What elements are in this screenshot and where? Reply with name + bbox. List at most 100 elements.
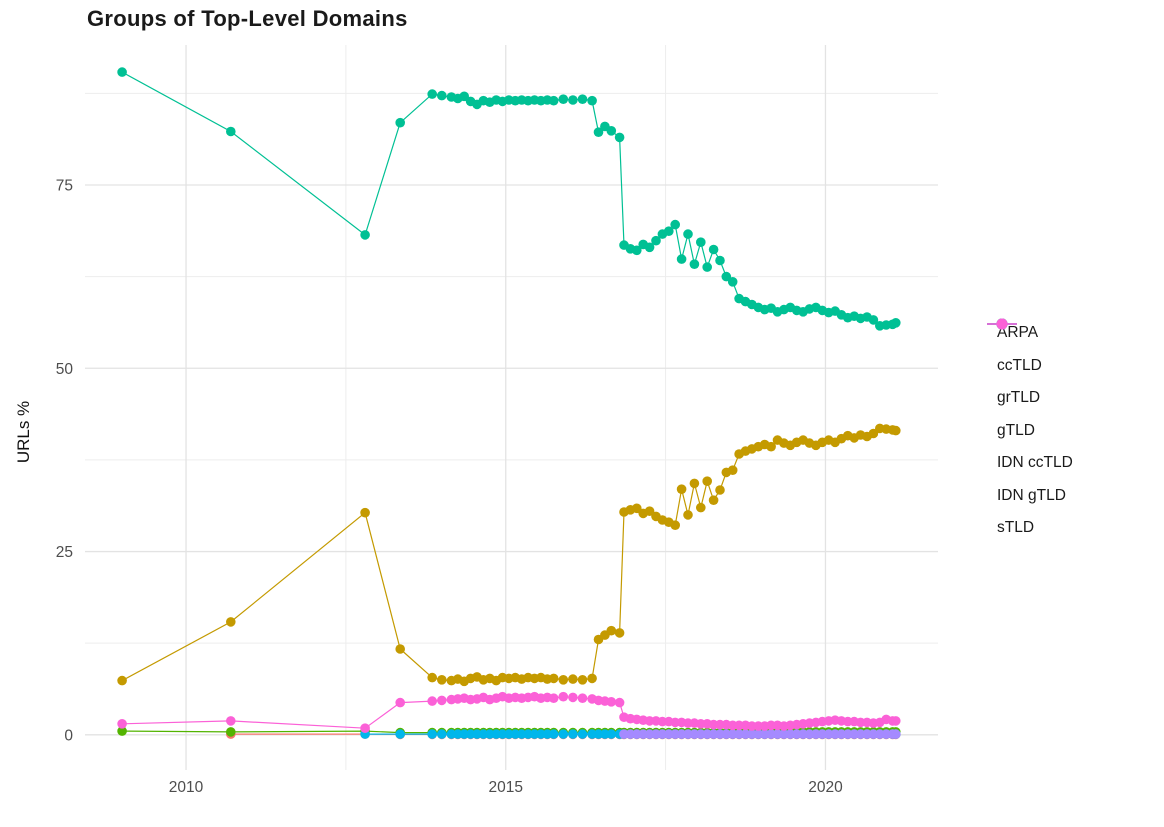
point-IDN-ccTLD: [606, 729, 617, 739]
point-gTLD: [721, 271, 732, 282]
legend-item-ccTLD: ccTLD: [986, 318, 1073, 383]
series-line-gTLD: [121, 71, 897, 327]
point-ccTLD: [568, 674, 578, 684]
point-gTLD: [683, 229, 693, 239]
point-gTLD: [577, 94, 588, 104]
point-gTLD: [427, 89, 438, 99]
point-ccTLD: [715, 485, 725, 495]
x-tick-label: 2020: [808, 779, 843, 796]
point-gTLD: [558, 94, 569, 104]
legend-key-icon: [987, 318, 1017, 330]
point-gTLD: [676, 254, 687, 264]
legend-label: ccTLD: [997, 356, 1042, 374]
point-gTLD: [632, 245, 642, 256]
point-ccTLD: [696, 502, 706, 513]
x-tick-label: 2010: [169, 779, 204, 796]
point-ccTLD: [727, 465, 738, 476]
legend-item-IDN-ccTLD: IDN ccTLD: [986, 318, 1073, 480]
legend-item-IDN-gTLD: IDN gTLD: [986, 318, 1073, 513]
point-sTLD: [226, 716, 236, 726]
legend-label: ARPA: [997, 324, 1039, 342]
y-tick-label: 50: [56, 361, 74, 378]
point-sTLD: [614, 697, 625, 708]
point-sTLD: [606, 697, 617, 707]
point-sTLD: [891, 716, 901, 726]
legend: ARPA ccTLD grTLD gTLD IDN ccTLD IDN gTLD sTLD: [986, 317, 1073, 545]
point-ccTLD: [614, 628, 625, 638]
point-gTLD: [708, 244, 719, 255]
point-ccTLD: [226, 617, 236, 627]
point-grTLD: [226, 727, 236, 737]
point-gTLD: [644, 242, 655, 253]
point-gTLD: [226, 126, 236, 137]
point-ccTLD: [868, 428, 879, 439]
point-ccTLD: [891, 425, 901, 436]
point-gTLD: [360, 230, 370, 240]
point-sTLD: [360, 723, 370, 733]
point-ccTLD: [689, 478, 700, 489]
point-ccTLD: [676, 484, 687, 495]
point-gTLD: [606, 126, 617, 136]
point-ccTLD: [606, 625, 617, 636]
point-IDN-ccTLD: [395, 729, 406, 739]
legend-label: grTLD: [997, 389, 1041, 407]
legend-label: IDN gTLD: [997, 486, 1066, 504]
point-ccTLD: [587, 673, 597, 684]
y-tick-label: 0: [64, 727, 73, 744]
point-gTLD: [614, 132, 625, 143]
point-sTLD: [558, 691, 569, 702]
point-IDN-gTLD: [891, 729, 901, 739]
point-ccTLD: [360, 507, 370, 518]
point-grTLD: [117, 726, 127, 736]
point-ccTLD: [683, 510, 693, 520]
point-ccTLD: [766, 441, 776, 452]
point-ccTLD: [670, 520, 680, 530]
point-gTLD: [664, 226, 674, 236]
point-gTLD: [651, 235, 661, 246]
legend-label: gTLD: [997, 421, 1035, 439]
point-sTLD: [577, 693, 588, 703]
point-sTLD: [395, 697, 406, 708]
point-sTLD: [568, 692, 578, 703]
point-IDN-ccTLD: [577, 729, 588, 739]
point-IDN-ccTLD: [437, 729, 447, 739]
point-IDN-ccTLD: [568, 729, 578, 739]
point-gTLD: [593, 127, 604, 137]
point-gTLD: [459, 91, 470, 102]
point-gTLD: [587, 95, 597, 106]
point-ccTLD: [708, 495, 719, 506]
point-ccTLD: [558, 675, 569, 685]
point-sTLD: [437, 695, 447, 706]
legend-item-sTLD: sTLD: [986, 318, 1073, 545]
point-gTLD: [727, 277, 738, 287]
point-sTLD: [427, 696, 438, 706]
point-ccTLD: [577, 675, 588, 685]
point-ccTLD: [548, 673, 559, 684]
point-ccTLD: [427, 672, 438, 683]
point-ccTLD: [117, 675, 127, 686]
point-ccTLD: [644, 506, 655, 516]
point-IDN-ccTLD: [427, 729, 438, 739]
point-gTLD: [437, 90, 447, 101]
point-gTLD: [702, 262, 712, 272]
legend-item-grTLD: grTLD: [986, 318, 1073, 415]
chart-title: Groups of Top-Level Domains: [87, 6, 408, 31]
point-gTLD: [891, 318, 901, 328]
point-ccTLD: [702, 476, 712, 487]
legend-label: IDN ccTLD: [997, 454, 1073, 472]
point-gTLD: [395, 117, 406, 128]
point-gTLD: [548, 95, 559, 106]
point-gTLD: [696, 237, 706, 247]
y-tick-label: 75: [56, 178, 73, 195]
point-IDN-ccTLD: [558, 729, 569, 739]
point-gTLD: [715, 255, 725, 266]
legend-label: sTLD: [997, 519, 1035, 537]
y-tick-label: 25: [56, 544, 73, 561]
point-gTLD: [117, 67, 127, 77]
point-gTLD: [868, 315, 879, 325]
point-sTLD: [117, 719, 127, 729]
point-ccTLD: [437, 675, 447, 685]
x-tick-label: 2015: [489, 779, 523, 796]
point-ccTLD: [632, 503, 642, 514]
